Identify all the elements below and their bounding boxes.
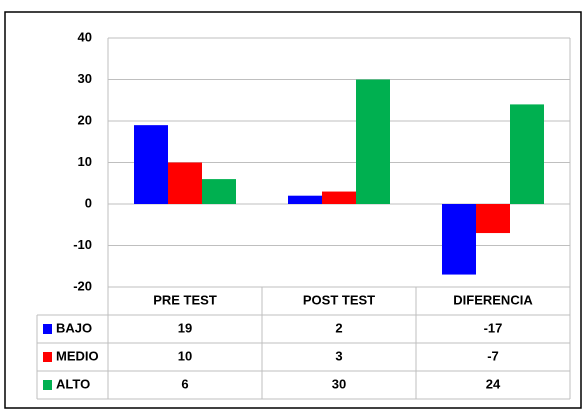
table-value: -17 bbox=[484, 320, 503, 335]
x-tick-label: DIFERENCIA bbox=[453, 292, 533, 307]
bar bbox=[134, 125, 168, 204]
table-value: 3 bbox=[335, 348, 342, 363]
bar bbox=[322, 191, 356, 204]
table-value: 24 bbox=[486, 376, 501, 391]
legend-label: ALTO bbox=[56, 376, 90, 391]
bar bbox=[442, 204, 476, 275]
y-tick-label: 0 bbox=[85, 195, 92, 210]
y-tick-label: -20 bbox=[73, 278, 92, 293]
bar bbox=[288, 195, 322, 204]
legend-swatch bbox=[43, 380, 52, 390]
x-tick-label: PRE TEST bbox=[153, 292, 217, 307]
table-value: -7 bbox=[487, 348, 499, 363]
legend-swatch bbox=[43, 324, 52, 334]
bar bbox=[510, 104, 544, 204]
bar bbox=[202, 179, 236, 204]
x-tick-label: POST TEST bbox=[303, 292, 375, 307]
y-tick-label: 30 bbox=[78, 71, 92, 86]
y-tick-label: 40 bbox=[78, 29, 92, 44]
y-tick-label: 10 bbox=[78, 154, 92, 169]
legend-label: MEDIO bbox=[56, 348, 99, 363]
bar bbox=[356, 79, 390, 204]
bar bbox=[476, 204, 510, 234]
table-value: 19 bbox=[178, 320, 192, 335]
table-value: 6 bbox=[181, 376, 188, 391]
table-value: 10 bbox=[178, 348, 192, 363]
legend-label: BAJO bbox=[56, 320, 92, 335]
legend-swatch bbox=[43, 352, 52, 362]
table-value: 2 bbox=[335, 320, 342, 335]
y-tick-label: -10 bbox=[73, 237, 92, 252]
bar bbox=[168, 162, 202, 204]
table-value: 30 bbox=[332, 376, 346, 391]
y-tick-label: 20 bbox=[78, 112, 92, 127]
